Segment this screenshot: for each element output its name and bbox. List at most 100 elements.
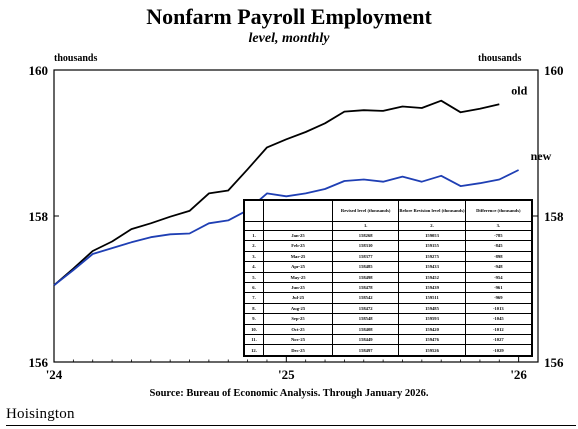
table-cell: Feb-25 [263,240,333,252]
table-header-cell [244,200,264,222]
y-tick-label-right: 160 [544,63,564,78]
table-cell: -898 [464,250,533,263]
x-tick-label: '24 [46,367,63,382]
series-label-new: new [531,149,552,163]
axes: 156 156 158 158 160 160 '24 '25 '26 [29,63,565,382]
table-cell: 158449 [331,334,400,346]
table-row: 12. Dec-25 158497 159526 -1029 [244,344,533,356]
table-cell: 158310 [331,240,400,252]
table-cell: 1. [244,229,264,242]
table-cell: -1045 [464,313,533,325]
table-subheader-cell: 3. [464,221,533,231]
chart-title: Nonfarm Payroll Employment [146,4,432,29]
table-cell: -1012 [464,323,533,336]
table-cell: 159155 [398,240,466,252]
table-cell: 158485 [331,261,400,273]
table-cell: -954 [464,271,533,284]
table-cell: 9. [244,313,264,325]
table-cell: -948 [464,261,533,273]
table-cell: 158478 [331,282,400,294]
y-tick-label-left: 158 [29,209,49,224]
table-cell: 159593 [398,313,466,325]
series-labels: old new [511,83,551,163]
table-cell: 3. [244,250,264,263]
table-cell: 158548 [331,313,400,325]
y-tick-label-right: 158 [544,209,564,224]
table-cell: 6. [244,282,264,294]
revision-table: Revised level (thousands) Before Revision… [243,199,533,357]
y-tick-label-right: 156 [544,355,564,370]
table-cell: Apr-25 [263,261,333,273]
table-cell: Oct-25 [263,323,333,336]
table-row: 3. Mar-25 158377 159275 -898 [244,250,533,263]
table-subheader-cell: 1. [331,221,400,231]
table-cell: Jul-25 [263,292,333,304]
table-cell: 2. [244,240,264,252]
table-subheader-row: 1. 2. 3. [244,221,533,231]
table-cell: 158377 [331,250,400,263]
table-row: 4. Apr-25 158485 159433 -948 [244,261,533,273]
table-row: 5. May-25 158498 159452 -954 [244,271,533,284]
table-cell: Sep-25 [263,313,333,325]
chart-subtitle: level, monthly [248,31,330,46]
series-label-old: old [511,83,527,97]
logo-underline [6,425,576,426]
table-cell: 159275 [398,250,466,263]
left-axis-unit: thousands [54,53,98,64]
hoisington-logo: Hoisington [6,406,75,422]
series-line-new [53,169,519,287]
table-cell: 4. [244,261,264,273]
table-cell: 159420 [398,323,466,336]
right-axis-unit: thousands [478,53,522,64]
table-cell: -1013 [464,302,533,315]
table-cell: 159439 [398,282,466,294]
table-row: 9. Sep-25 158548 159593 -1045 [244,313,533,325]
table-cell: Nov-25 [263,334,333,346]
table-cell: -969 [464,292,533,304]
table-cell: 159511 [398,292,466,304]
table-row: 10. Oct-25 158408 159420 -1012 [244,323,533,336]
table-cell: -785 [464,229,533,242]
table-cell: 158542 [331,292,400,304]
table-cell: Jun-25 [263,282,333,294]
table-row: 2. Feb-25 158310 159155 -845 [244,240,533,252]
y-tick-label-left: 160 [29,63,49,78]
table-cell: Aug-25 [263,302,333,315]
x-tick-label: '26 [510,367,527,382]
table-cell: 158472 [331,302,400,315]
table-header-cell: Before Revision level (thousands) [398,200,466,222]
table-cell: 159485 [398,302,466,315]
table-cell: 159053 [398,229,466,242]
table-subheader-cell [263,221,333,231]
table-cell: 158408 [331,323,400,336]
table-row: 7. Jul-25 158542 159511 -969 [244,292,533,304]
table-cell: 11. [244,334,264,346]
table-subheader-cell: 2. [398,221,466,231]
table-cell: 159476 [398,334,466,346]
table-cell: Dec-25 [263,344,333,356]
table-cell: -845 [464,240,533,252]
table-cell: 159433 [398,261,466,273]
table-cell: 158497 [331,344,400,356]
table-cell: 5. [244,271,264,284]
table-cell: -961 [464,282,533,294]
table-cell: -1029 [464,344,533,356]
series-line-old [53,99,500,286]
table-cell: 159526 [398,344,466,356]
table-header-cell: Difference (thousands) [464,200,533,222]
table-cell: 8. [244,302,264,315]
table-cell: Mar-25 [263,250,333,263]
table-cell: 10. [244,323,264,336]
x-tick-label: '25 [278,367,295,382]
table-row: 6. Jun-25 158478 159439 -961 [244,282,533,294]
table-cell: 7. [244,292,264,304]
table-cell: 158498 [331,271,400,284]
table-cell: Jan-25 [263,229,333,242]
table-cell: 159452 [398,271,466,284]
table-row: 1. Jan-25 158268 159053 -785 [244,229,533,242]
table-cell: May-25 [263,271,333,284]
series-lines [53,99,519,287]
table-cell: 158268 [331,229,400,242]
